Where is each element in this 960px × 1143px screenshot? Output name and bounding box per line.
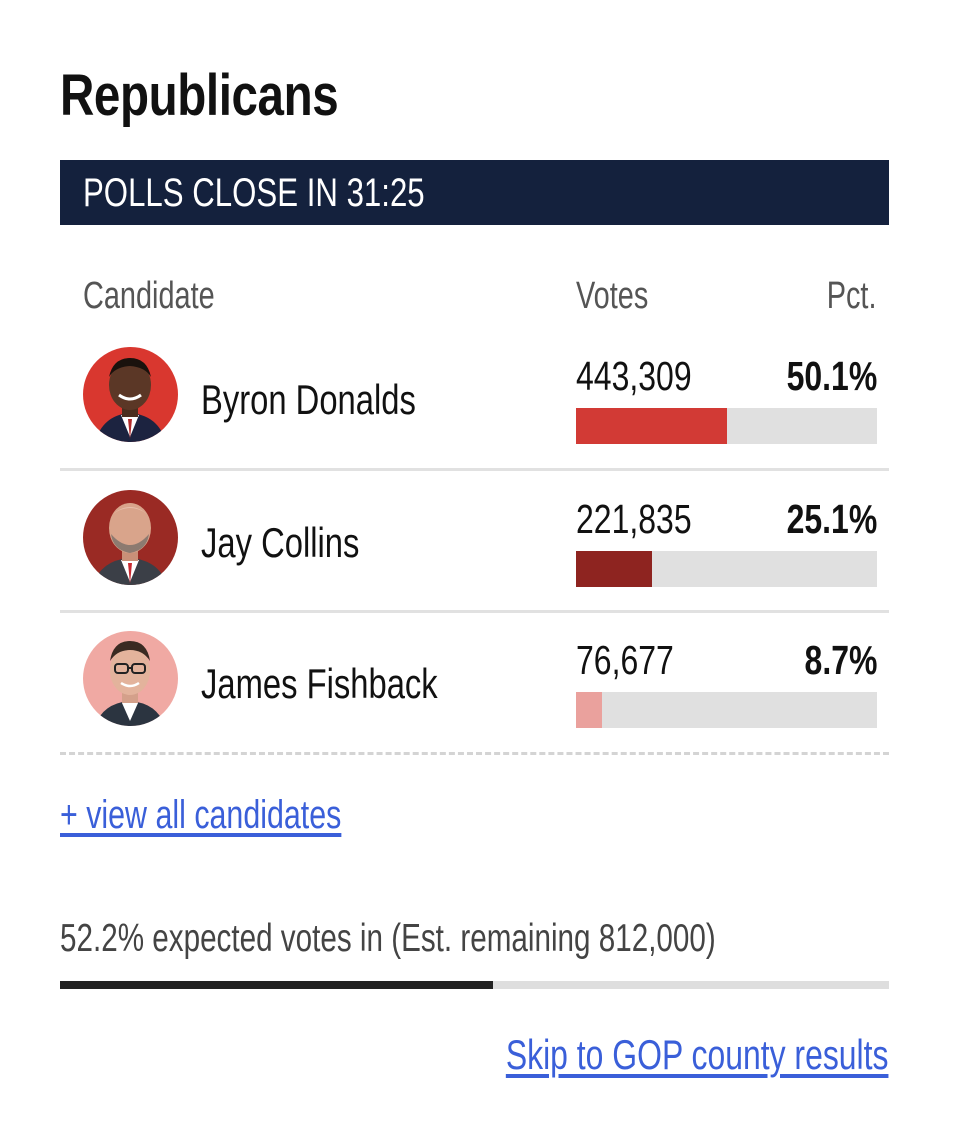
page-title: Republicans	[60, 63, 339, 128]
candidate-row: James Fishback 76,677 8.7%	[60, 610, 889, 752]
skip-to-county-results-link[interactable]: Skip to GOP county results	[505, 1031, 888, 1078]
expected-votes-progress	[60, 981, 889, 989]
candidate-avatar	[83, 347, 178, 442]
column-header-pct: Pct.	[826, 275, 876, 317]
candidate-pct: 50.1%	[786, 353, 877, 399]
candidate-name: Byron Donalds	[201, 376, 416, 423]
expected-votes-status: 52.2% expected votes in (Est. remaining …	[60, 917, 716, 960]
view-all-candidates-link[interactable]: + view all candidates	[60, 793, 342, 837]
candidate-row: Byron Donalds 443,309 50.1%	[60, 326, 889, 471]
vote-share-bar-fill	[576, 408, 727, 444]
candidate-name: James Fishback	[201, 660, 438, 707]
expected-votes-progress-fill	[60, 981, 493, 989]
vote-share-bar	[576, 408, 877, 444]
vote-share-bar-fill	[576, 692, 603, 728]
column-header-votes: Votes	[576, 275, 649, 317]
candidate-pct: 25.1%	[786, 496, 877, 542]
results-divider	[60, 752, 889, 755]
column-header-candidate: Candidate	[83, 275, 215, 317]
polls-close-countdown: POLLS CLOSE IN 31:25	[83, 171, 425, 215]
vote-share-bar	[576, 692, 877, 728]
candidate-votes: 221,835	[576, 496, 692, 542]
polls-close-banner: POLLS CLOSE IN 31:25	[60, 160, 889, 225]
candidate-name: Jay Collins	[201, 519, 360, 566]
vote-share-bar	[576, 551, 877, 587]
candidate-avatar	[83, 631, 178, 726]
candidate-row: Jay Collins 221,835 25.1%	[60, 468, 889, 613]
candidate-votes: 76,677	[576, 637, 674, 683]
candidate-votes: 443,309	[576, 353, 692, 399]
candidate-avatar	[83, 490, 178, 585]
candidate-pct: 8.7%	[804, 637, 877, 683]
vote-share-bar-fill	[576, 551, 652, 587]
